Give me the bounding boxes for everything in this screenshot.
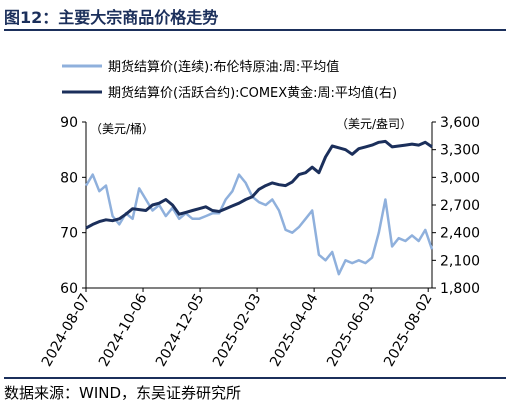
x-tick-label: 2025-08-02 [381, 291, 436, 369]
source-note: 数据来源：WIND，东吴证券研究所 [4, 384, 242, 402]
axes: 60 70 80 90 1,800 2,100 2,400 2,700 3,000 3,300 3,… [39, 115, 480, 369]
legend-label-brent: 期货结算价(连续):布伦特原油:周:平均值 [108, 59, 339, 75]
series-layer [84, 139, 434, 276]
right-tick-label: 3,000 [440, 170, 480, 186]
legend-label-gold: 期货结算价(活跃合约):COMEX黄金:周:平均值(右) [108, 85, 397, 101]
x-tick-label: 2025-06-03 [324, 291, 379, 369]
right-tick-label: 1,800 [440, 281, 480, 297]
price-chart: 期货结算价(连续):布伦特原油:周:平均值 期货结算价(活跃合约):COMEX黄… [39, 59, 480, 369]
x-tick-label: 2024-12-05 [153, 291, 208, 369]
left-tick-label: 90 [60, 115, 78, 131]
series-line-brent [84, 173, 434, 276]
source-divider [4, 377, 506, 379]
right-tick-label: 2,400 [440, 226, 480, 242]
x-tick-label: 2024-10-06 [96, 291, 151, 370]
right-tick-label: 3,300 [440, 143, 480, 159]
left-tick-label: 70 [60, 226, 78, 242]
right-tick-label: 2,700 [440, 198, 480, 214]
x-tick-label: 2025-02-03 [210, 291, 265, 369]
x-tick-label: 2024-08-07 [39, 291, 94, 369]
legend: 期货结算价(连续):布伦特原油:周:平均值 期货结算价(活跃合约):COMEX黄… [62, 59, 397, 101]
figure-title: 图12：主要大宗商品价格走势 [4, 8, 219, 27]
title-divider [4, 29, 506, 31]
left-axis-unit: （美元/桶） [90, 121, 154, 136]
right-tick-label: 3,600 [440, 115, 480, 131]
right-axis-unit: （美元/盎司） [336, 117, 412, 131]
x-tick-label: 2025-04-04 [267, 291, 322, 370]
left-tick-label: 80 [60, 170, 78, 186]
series-line-gold [85, 139, 433, 230]
right-tick-label: 2,100 [440, 253, 480, 269]
left-tick-label: 60 [60, 281, 78, 297]
